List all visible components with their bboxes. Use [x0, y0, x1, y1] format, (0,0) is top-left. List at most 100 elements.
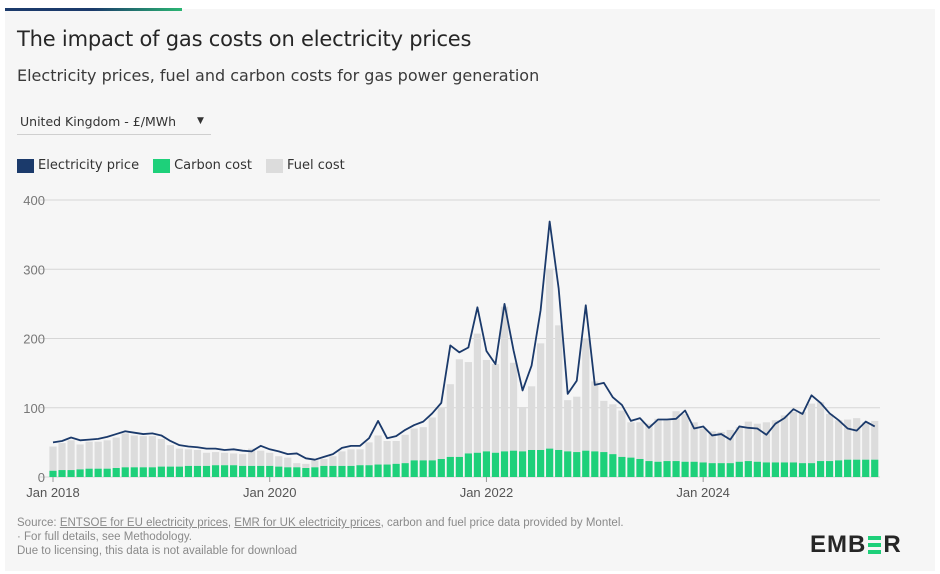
- fuel-bar: [690, 422, 698, 462]
- fuel-bar: [347, 449, 355, 466]
- y-tick-label: 300: [23, 262, 45, 277]
- carbon-bar: [798, 463, 807, 477]
- carbon-bar: [726, 463, 734, 477]
- carbon-bar: [428, 460, 436, 477]
- carbon-bar: [293, 467, 301, 477]
- carbon-bar: [862, 459, 870, 477]
- chart-subtitle: Electricity prices, fuel and carbon cost…: [17, 66, 540, 85]
- carbon-bar: [94, 468, 102, 477]
- source-footer: Source: ENTSOE for EU electricity prices…: [17, 516, 624, 558]
- fuel-bar: [112, 437, 120, 468]
- source-suffix: , carbon and fuel price data provided by…: [380, 517, 624, 529]
- region-unit-dropdown[interactable]: United Kingdom - £/MWh ▼: [17, 112, 211, 135]
- carbon-bar: [284, 467, 292, 477]
- carbon-bar: [654, 461, 662, 477]
- carbon-bar: [582, 450, 590, 477]
- carbon-bar: [248, 465, 256, 477]
- fuel-bar: [76, 444, 84, 470]
- fuel-bar: [166, 445, 174, 467]
- fuel-bar: [374, 435, 382, 465]
- fuel-bar: [184, 449, 193, 466]
- carbon-bar: [157, 466, 165, 477]
- carbon-bar: [672, 461, 680, 477]
- carbon-bar: [410, 460, 418, 477]
- legend-swatch-fuel: [266, 158, 283, 173]
- fuel-bar: [627, 422, 635, 458]
- fuel-bar: [320, 458, 328, 466]
- carbon-bar: [139, 467, 147, 477]
- fuel-bar: [193, 449, 202, 466]
- fuel-bar: [717, 431, 725, 464]
- fuel-bar: [473, 333, 482, 453]
- fuel-bar: [744, 421, 752, 462]
- fuel-bar: [365, 442, 373, 466]
- x-tick-label: Jan 2020: [243, 485, 297, 500]
- carbon-bar: [473, 452, 482, 477]
- fuel-bar: [771, 420, 779, 463]
- carbon-bar: [753, 461, 761, 477]
- fuel-bar: [121, 433, 129, 468]
- fuel-bar: [509, 362, 518, 451]
- fuel-bar: [139, 436, 147, 468]
- fuel-bar: [564, 400, 572, 452]
- fuel-bar: [338, 451, 346, 466]
- carbon-bar: [175, 466, 184, 477]
- carbon-bar: [555, 449, 563, 477]
- carbon-bar: [446, 456, 454, 477]
- carbon-bar: [609, 454, 617, 477]
- carbon-bar: [780, 462, 789, 477]
- fuel-bar: [49, 446, 57, 471]
- carbon-bar: [663, 461, 671, 477]
- y-tick-label: 0: [38, 470, 45, 485]
- fuel-bar: [600, 400, 608, 453]
- carbon-bar: [130, 467, 138, 477]
- carbon-bar: [112, 467, 120, 477]
- fuel-bar: [446, 384, 454, 457]
- carbon-bar: [690, 461, 698, 477]
- legend-item-electricity[interactable]: Electricity price: [17, 158, 139, 173]
- entsoe-link[interactable]: ENTSOE for EU electricity prices: [59, 517, 228, 529]
- carbon-bar: [708, 463, 716, 477]
- fuel-bar: [636, 422, 644, 459]
- carbon-bar: [148, 467, 156, 477]
- fuel-bar: [862, 422, 870, 460]
- fuel-bar: [464, 362, 472, 454]
- carbon-bar: [401, 463, 409, 477]
- carbon-bar: [482, 451, 491, 477]
- fuel-bar: [789, 411, 798, 463]
- legend-swatch-electricity: [17, 158, 34, 173]
- fuel-bar: [546, 268, 554, 449]
- fuel-bar: [85, 441, 93, 469]
- fuel-bar: [410, 428, 418, 461]
- fuel-bar: [871, 420, 879, 460]
- carbon-bar: [275, 466, 283, 477]
- source-sep: ,: [227, 517, 235, 529]
- y-tick-label: 400: [23, 193, 45, 208]
- fuel-bar: [645, 423, 653, 462]
- emr-link[interactable]: EMR for UK electricity prices: [234, 517, 381, 529]
- carbon-bar: [844, 459, 852, 477]
- fuel-bar: [780, 415, 789, 463]
- x-tick-label: Jan 2022: [460, 485, 514, 500]
- dropdown-value: United Kingdom - £/MWh: [20, 114, 177, 129]
- legend-item-carbon[interactable]: Carbon cost: [153, 158, 252, 173]
- fuel-bar: [762, 422, 770, 463]
- fuel-bar: [537, 343, 545, 450]
- fuel-bar: [735, 427, 743, 462]
- carbon-bar: [464, 453, 472, 477]
- fuel-bar: [356, 449, 364, 466]
- fuel-bar: [573, 396, 581, 453]
- legend-item-fuel[interactable]: Fuel cost: [266, 158, 345, 173]
- fuel-bar: [148, 436, 156, 468]
- carbon-bar: [762, 462, 770, 477]
- carbon-bar: [618, 456, 626, 477]
- carbon-bar: [455, 456, 463, 477]
- x-tick-label: Jan 2024: [676, 485, 730, 500]
- fuel-bar: [311, 460, 319, 468]
- carbon-bar: [527, 449, 536, 477]
- carbon-bar: [166, 466, 174, 477]
- fuel-bar: [202, 452, 211, 466]
- fuel-bar: [175, 448, 184, 467]
- carbon-bar: [744, 461, 752, 477]
